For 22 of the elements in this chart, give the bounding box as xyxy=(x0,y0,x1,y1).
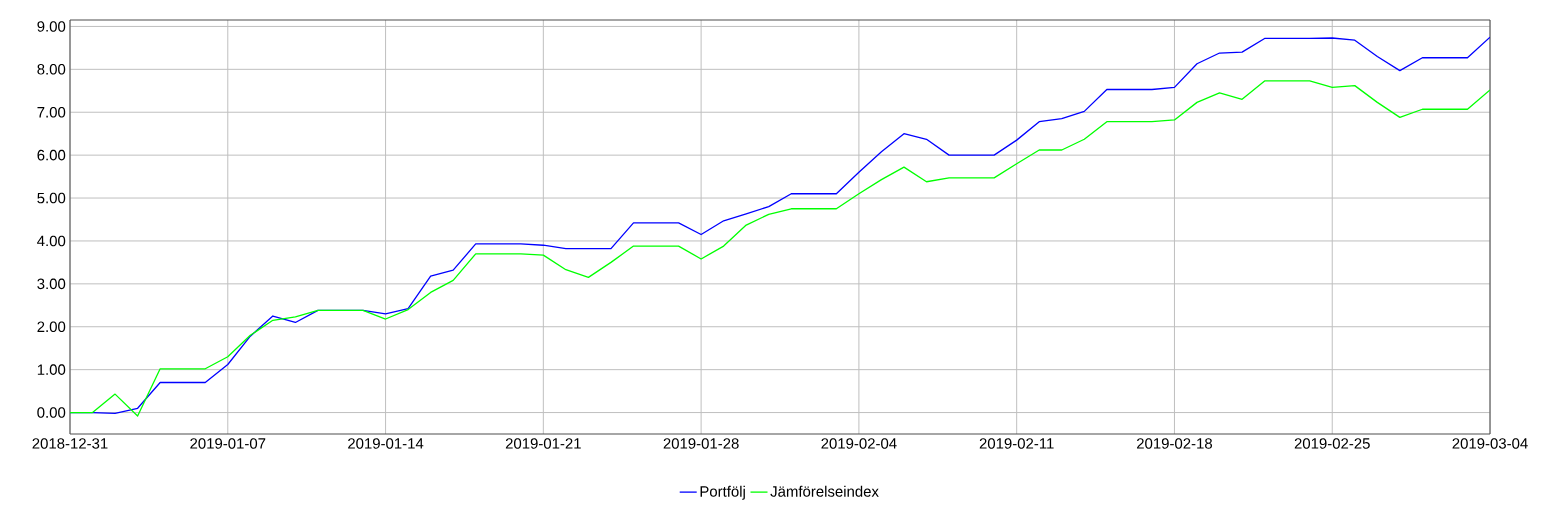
x-tick-label: 2019-02-25 xyxy=(1294,438,1370,449)
legend-label: Jämförelseindex xyxy=(770,485,879,497)
x-tick-label: 2019-02-11 xyxy=(979,438,1054,449)
y-tick-label: 0.00 xyxy=(37,407,66,418)
x-tick-label: 2018-12-31 xyxy=(32,438,108,449)
x-tick-label: 2019-01-21 xyxy=(505,438,581,449)
y-tick-label: 5.00 xyxy=(37,192,66,204)
y-tick-label: 3.00 xyxy=(37,278,66,290)
y-tick-label: 2.00 xyxy=(37,321,66,333)
x-tick-label: 2019-01-28 xyxy=(663,438,739,449)
y-tick-label: 9.00 xyxy=(37,21,66,32)
y-tick-label: 1.00 xyxy=(37,364,66,375)
x-tick-label: 2019-01-14 xyxy=(348,438,424,449)
y-tick-label: 6.00 xyxy=(37,149,66,161)
y-tick-label: 8.00 xyxy=(37,64,66,75)
y-tick-label: 4.00 xyxy=(37,235,66,247)
y-tick-label: 7.00 xyxy=(37,106,66,118)
x-tick-label: 2019-03-04 xyxy=(1452,438,1528,449)
x-tick-label: 2019-01-07 xyxy=(190,438,266,449)
x-tick-label: 2019-02-18 xyxy=(1136,438,1213,449)
legend-label: Portfölj xyxy=(700,485,745,500)
x-tick-label: 2019-02-04 xyxy=(821,438,897,449)
